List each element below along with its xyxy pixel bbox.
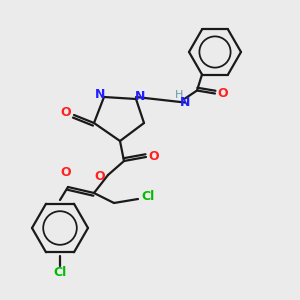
Text: H: H	[175, 89, 183, 100]
Text: O: O	[61, 106, 71, 119]
Text: Cl: Cl	[141, 190, 154, 203]
Text: O: O	[95, 170, 105, 184]
Text: Cl: Cl	[53, 266, 67, 278]
Text: N: N	[135, 91, 145, 103]
Text: O: O	[61, 167, 71, 179]
Text: N: N	[180, 96, 190, 109]
Text: N: N	[95, 88, 105, 101]
Text: O: O	[149, 151, 159, 164]
Text: O: O	[218, 87, 228, 100]
